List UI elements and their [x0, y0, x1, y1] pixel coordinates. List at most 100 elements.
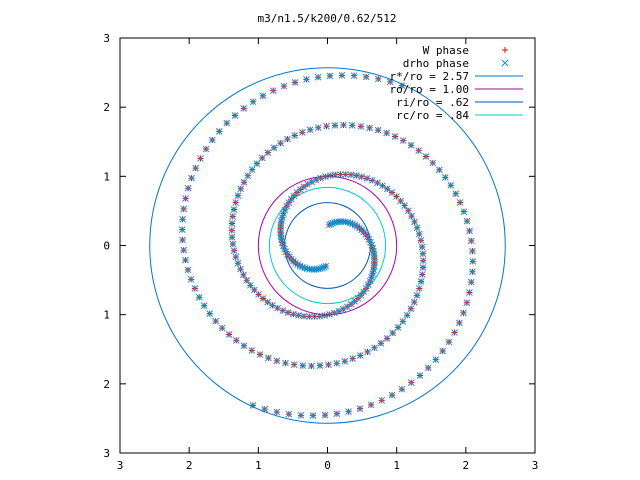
drho-phase-point: [388, 391, 396, 399]
y-tick-label: 0: [103, 240, 110, 253]
drho-phase-point: [269, 301, 276, 309]
drho-phase-point: [284, 135, 291, 143]
drho-phase-point: [180, 246, 188, 254]
drho-phase-point: [331, 171, 339, 179]
drho-phase-point: [261, 405, 269, 413]
drho-phase-point: [369, 270, 377, 277]
drho-phase-point: [337, 171, 344, 178]
drho-phase-point: [342, 171, 350, 178]
drho-phase-point: [234, 192, 242, 200]
drho-phase-point: [182, 195, 189, 202]
drho-phase-point: [249, 98, 257, 106]
drho-phase-point: [291, 79, 299, 86]
legend-label: rc/ro = .84: [396, 109, 469, 122]
drho-phase-point: [306, 126, 314, 134]
drho-phase-point: [237, 265, 244, 273]
drho-phase-point: [408, 212, 415, 220]
drho-phase-point: [318, 264, 326, 272]
drho-phase-point: [253, 160, 261, 167]
drho-phase-point: [225, 331, 233, 338]
drho-phase-point: [248, 347, 256, 354]
drho-phase-point: [250, 286, 258, 294]
drho-phase-point: [330, 309, 338, 317]
drho-phase-point: [327, 220, 335, 228]
drho-phase-point: [264, 298, 272, 306]
circle-rc: [268, 186, 387, 305]
drho-phase-point: [349, 355, 357, 362]
legend-marker: [502, 47, 508, 53]
drho-phase-point: [367, 401, 375, 409]
drho-phase-point: [277, 139, 284, 147]
drho-phase-point: [374, 126, 382, 134]
drho-phase-point: [232, 337, 240, 344]
drho-phase-point: [309, 412, 317, 420]
drho-phase-point: [439, 347, 447, 355]
drho-phase-point: [445, 338, 453, 346]
drho-phase-point: [447, 181, 455, 189]
drho-phase-point: [383, 129, 391, 137]
drho-phase-point: [358, 173, 366, 181]
drho-phase-point: [234, 259, 242, 267]
drho-phase-point: [316, 362, 324, 370]
drho-phase-point: [289, 310, 297, 318]
drho-phase-point: [243, 276, 251, 284]
drho-phase-point: [290, 361, 298, 369]
drho-phase-point: [452, 190, 460, 198]
drho-phase-point: [274, 304, 281, 312]
drho-phase-point: [269, 87, 277, 95]
drho-phase-point: [273, 408, 281, 416]
drho-phase-point: [419, 264, 427, 271]
drho-phase-point: [418, 243, 426, 251]
drho-phase-point: [344, 218, 352, 226]
drho-phase-point: [467, 278, 475, 286]
drho-phase-point: [283, 202, 291, 210]
drho-phase-point: [417, 237, 425, 244]
drho-phase-point: [231, 112, 239, 119]
chart-title: m3/n1.5/k200/0.62/512: [257, 12, 396, 25]
drho-phase-point: [178, 226, 186, 234]
drho-phase-point: [300, 312, 308, 320]
legend-label: W phase: [423, 44, 469, 57]
drho-phase-point: [321, 411, 329, 419]
drho-phase-point: [197, 155, 204, 162]
drho-phase-point: [424, 364, 432, 372]
drho-phase-point: [413, 224, 421, 232]
drho-phase-point: [179, 236, 186, 244]
drho-phase-point: [371, 344, 378, 352]
drho-phase-point: [469, 247, 476, 255]
drho-phase-point: [394, 324, 402, 331]
drho-phase-point: [463, 299, 471, 307]
drho-phase-point: [333, 410, 341, 418]
drho-phase-point: [184, 266, 192, 274]
drho-phase-point: [466, 227, 473, 235]
circle-ro: [257, 175, 398, 316]
drho-phase-point: [417, 278, 425, 285]
drho-phase-point: [366, 124, 373, 132]
drho-phase-point: [273, 357, 281, 365]
drho-phase-point: [374, 75, 382, 83]
x-tick-label: 2: [463, 459, 470, 472]
drho-phase-point: [264, 354, 272, 362]
drho-phase-point: [415, 147, 423, 154]
drho-phase-point: [399, 318, 407, 325]
drho-phase-point: [329, 219, 337, 227]
plot-frame: [119, 37, 536, 454]
drho-phase-point: [389, 329, 397, 337]
drho-phase-point: [323, 122, 330, 130]
drho-phase-point: [419, 250, 427, 258]
drho-phase-point: [325, 361, 332, 369]
legend-label: drho phase: [403, 57, 469, 70]
drho-phase-point: [299, 362, 307, 369]
y-tick-label: 2: [103, 378, 110, 391]
drho-phase-point: [416, 372, 424, 379]
drho-phase-point: [469, 257, 477, 265]
drho-phase-point: [377, 339, 385, 347]
drho-phase-point: [240, 271, 247, 279]
drho-phase-point: [352, 172, 360, 179]
drho-phase-point: [401, 202, 408, 210]
drho-phase-point: [308, 362, 315, 370]
drho-phase-point: [215, 127, 223, 135]
drho-phase-point: [280, 82, 288, 90]
